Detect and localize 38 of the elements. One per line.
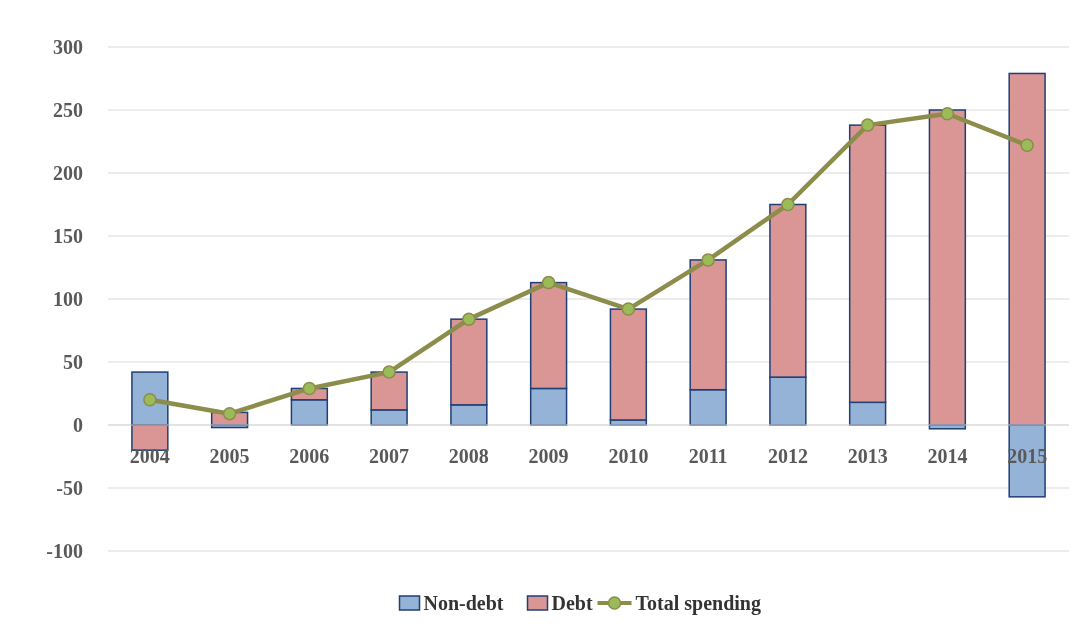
point	[1020, 138, 1034, 153]
x-tick-label: 2013	[847, 445, 888, 467]
point	[621, 302, 636, 316]
x-tick-label: 2010	[608, 445, 649, 467]
legend-label: Debt	[551, 592, 593, 614]
x-tick-label: 2009	[528, 445, 569, 467]
point	[462, 312, 476, 326]
bar	[1008, 72, 1046, 426]
bar	[609, 308, 648, 421]
legend-label: Total spending	[635, 592, 761, 615]
x-tick-label: 2012	[767, 445, 808, 467]
x-tick-label: 2004	[129, 445, 170, 467]
point	[541, 275, 556, 290]
point	[860, 118, 875, 132]
point	[781, 197, 795, 212]
point	[302, 381, 317, 396]
point	[940, 107, 955, 121]
x-tick-label: 2008	[448, 445, 489, 467]
y-tick-label: 250	[53, 99, 83, 121]
y-tick-label: -50	[56, 477, 83, 499]
y-tick-label: 200	[53, 162, 83, 184]
point	[701, 253, 715, 267]
y-tick-label: 150	[53, 225, 83, 247]
point	[222, 406, 237, 421]
bar	[928, 109, 967, 426]
y-tick-label: -100	[46, 540, 83, 562]
legend-label: Non-debt	[423, 592, 504, 614]
y-tick-label: 0	[73, 414, 83, 436]
x-tick-label: 2007	[369, 445, 410, 467]
y-tick-label: 50	[63, 351, 83, 373]
x-tick-label: 2014	[927, 445, 968, 467]
x-tick-label: 2011	[688, 445, 728, 467]
y-tick-label: 300	[53, 36, 83, 58]
x-tick-label: 2006	[289, 445, 330, 467]
y-tick-label: 100	[53, 288, 83, 310]
point	[382, 365, 396, 379]
bar	[131, 424, 169, 451]
x-tick-label: 2005	[209, 445, 250, 467]
